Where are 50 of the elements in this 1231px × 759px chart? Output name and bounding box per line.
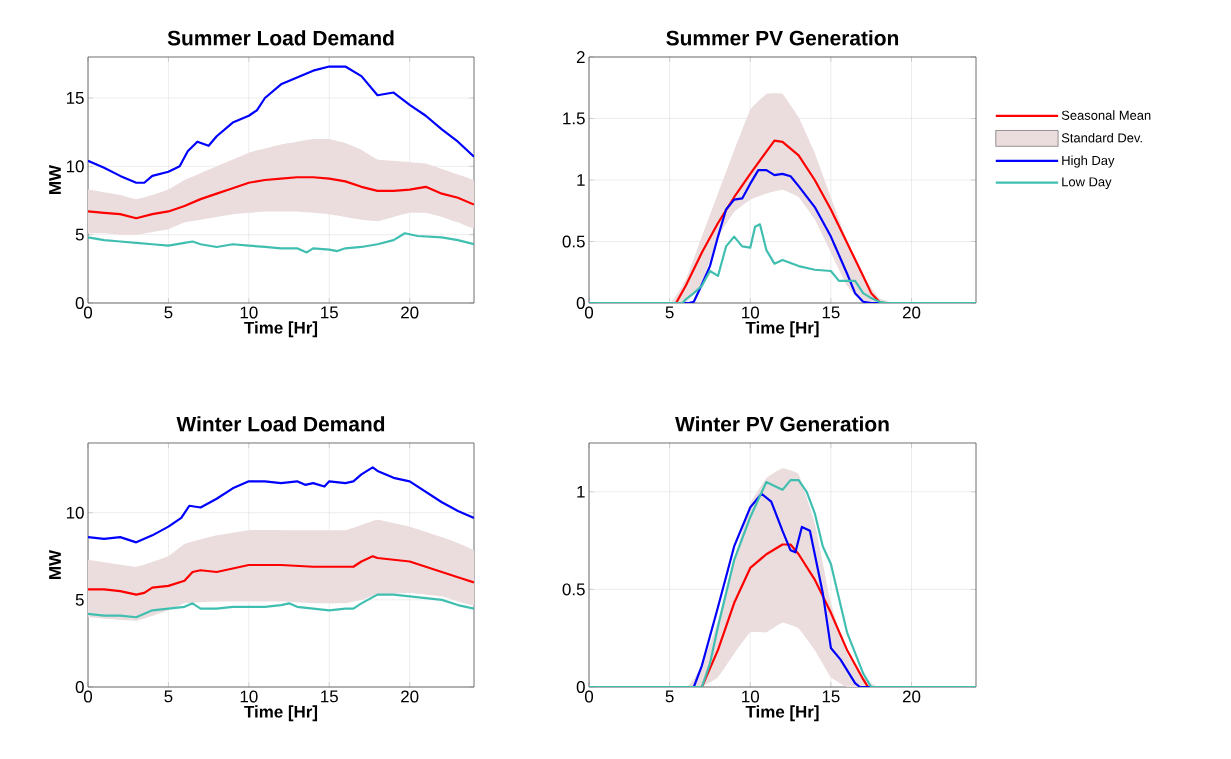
legend-label: Standard Dev. (1061, 132, 1142, 143)
y-tick-label: 10 (66, 160, 84, 173)
y-tick-label: 5 (75, 593, 84, 606)
y-tick-label: 5 (75, 228, 84, 241)
x-tick-label: 15 (321, 306, 338, 319)
y-tick-label: 0 (75, 296, 84, 309)
x-axis-title: Time [Hr] (745, 321, 819, 338)
y-tick-label: 1 (577, 485, 585, 498)
x-axis-title: Time [Hr] (244, 705, 318, 722)
x-tick-label: 20 (902, 306, 921, 319)
x-tick-label: 0 (83, 690, 93, 703)
x-tick-label: 10 (742, 306, 760, 319)
x-tick-label: 5 (164, 690, 173, 703)
y-tick-label: 2 (576, 51, 585, 63)
legend-label: High Day (1062, 155, 1115, 168)
legend-label: Low Day (1062, 177, 1112, 189)
y-tick-label: 0 (576, 681, 585, 693)
x-tick-label: 5 (665, 306, 674, 319)
y-tick-label: 0 (576, 296, 585, 309)
x-axis-title: Time [Hr] (745, 705, 819, 722)
x-tick-label: 20 (902, 690, 921, 703)
chart-title: Winter PV Generation (675, 416, 889, 432)
chart-title: Summer Load Demand (167, 30, 394, 46)
x-tick-label: 10 (240, 306, 258, 319)
x-tick-label: 15 (321, 690, 338, 703)
x-tick-label: 0 (83, 306, 93, 319)
y-tick-label: 0 (75, 681, 84, 693)
x-tick-label: 5 (164, 306, 173, 319)
x-tick-label: 20 (401, 306, 419, 319)
y-tick-label: 10 (66, 506, 84, 519)
y-axis-title: MW (49, 549, 61, 579)
line-series (88, 176, 474, 220)
x-axis-title: Time [Hr] (244, 321, 318, 338)
x-tick-label: 10 (240, 690, 258, 703)
x-tick-label: 15 (822, 690, 840, 703)
y-axis-title: MW (49, 164, 61, 194)
chart-title: Winter Load Demand (176, 416, 385, 432)
x-tick-label: 20 (401, 690, 419, 703)
legend-label: Seasonal Mean (1061, 110, 1151, 120)
y-tick-label: 1.5 (563, 112, 585, 125)
y-tick-label: 0.5 (562, 235, 585, 248)
line-series (88, 232, 474, 254)
line-series (88, 65, 474, 184)
x-tick-label: 15 (822, 306, 840, 319)
y-tick-label: 1 (577, 174, 585, 186)
x-tick-label: 10 (742, 690, 760, 703)
y-tick-label: 0.5 (562, 583, 585, 596)
y-tick-label: 15 (66, 92, 84, 104)
chart-title: Summer PV Generation (666, 30, 899, 46)
x-tick-label: 5 (665, 690, 674, 703)
